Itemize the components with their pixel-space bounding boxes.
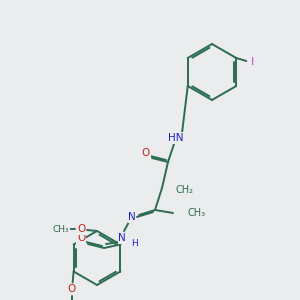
Text: O: O	[77, 224, 85, 234]
Text: H: H	[130, 239, 137, 248]
Text: CH₃: CH₃	[187, 208, 205, 218]
Text: CH₂: CH₂	[176, 185, 194, 195]
Text: O: O	[68, 284, 76, 295]
Text: HN: HN	[168, 133, 184, 143]
Text: N: N	[128, 212, 136, 222]
Text: I: I	[250, 57, 254, 67]
Text: O: O	[142, 148, 150, 158]
Text: O: O	[77, 233, 85, 243]
Text: CH₃: CH₃	[53, 224, 69, 233]
Text: N: N	[118, 233, 126, 243]
